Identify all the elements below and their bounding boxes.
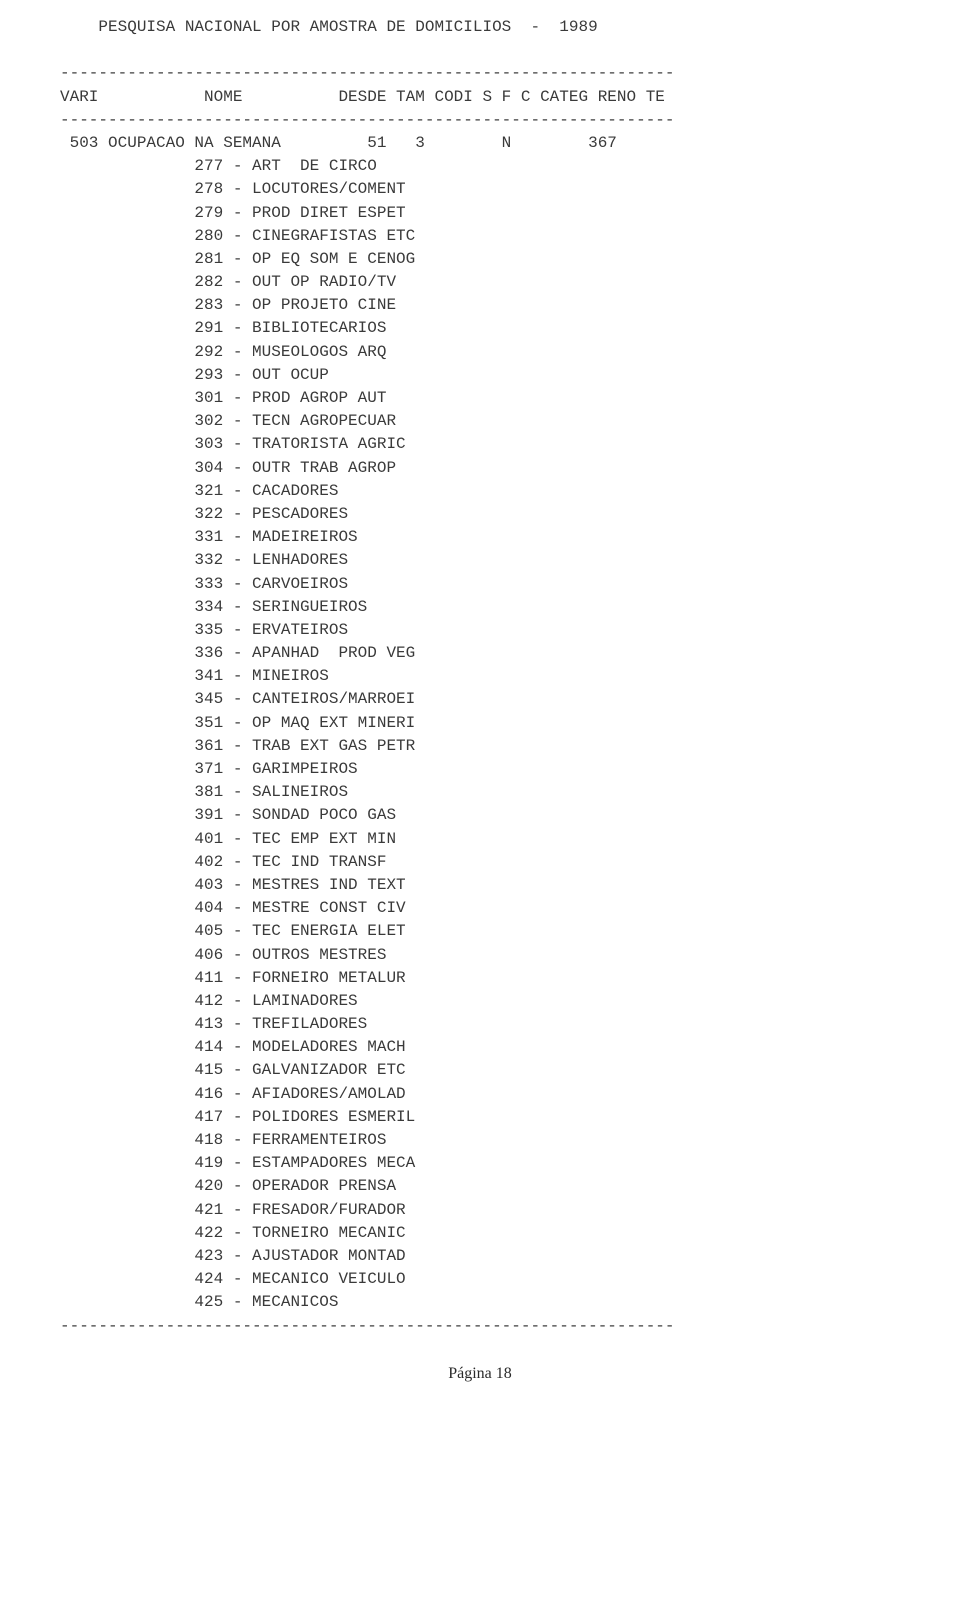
variable-line: 503 OCUPACAO NA SEMANA 51 3 N 367 [60, 134, 617, 152]
column-headers: VARI NOME DESDE TAM CODI S F C CATEG REN… [60, 88, 665, 106]
page-title: PESQUISA NACIONAL POR AMOSTRA DE DOMICIL… [60, 18, 598, 36]
divider-top: ----------------------------------------… [60, 64, 675, 82]
page-body: PESQUISA NACIONAL POR AMOSTRA DE DOMICIL… [0, 0, 960, 1362]
item-list: 277 - ART DE CIRCO 278 - LOCUTORES/COMEN… [60, 157, 415, 1311]
divider-bottom: ----------------------------------------… [60, 1317, 675, 1335]
page-footer: Página 18 [0, 1362, 960, 1415]
divider-mid: ----------------------------------------… [60, 111, 675, 129]
